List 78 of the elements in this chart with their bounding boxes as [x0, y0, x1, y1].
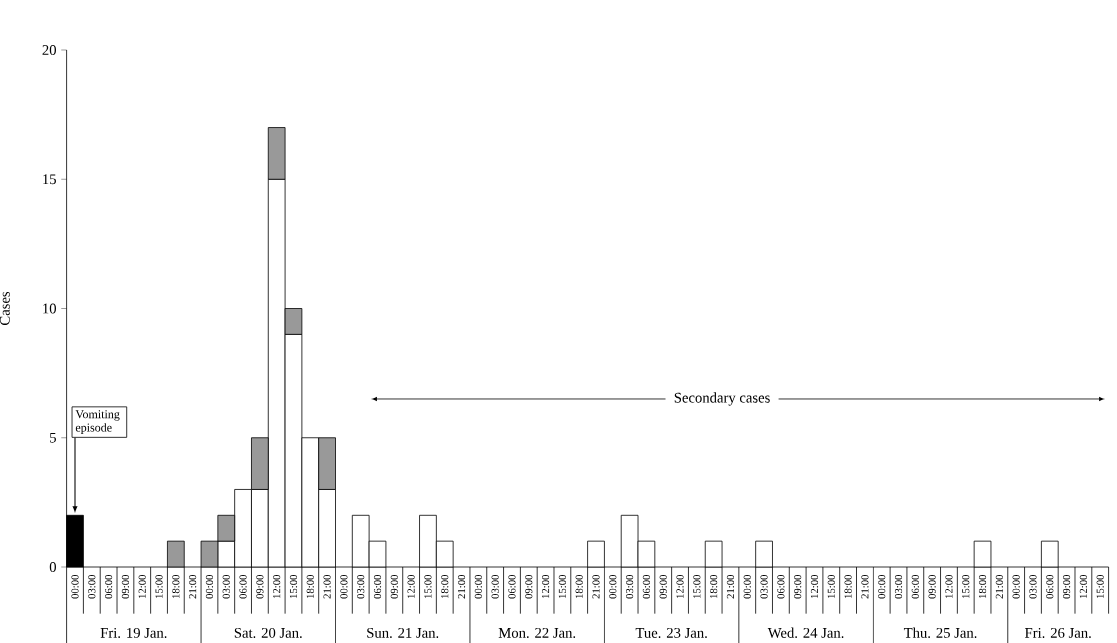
x-tick-label: 06:00	[642, 575, 651, 599]
text: Sun. 21 Jan.	[367, 627, 439, 638]
x-tick-label: 00:00	[474, 575, 482, 599]
x-tick-label: 21:00	[995, 575, 1003, 599]
x-tick-label: 12:00	[138, 575, 146, 598]
x-tick-label: 00:00	[878, 575, 886, 599]
x-tick-label: 12:00	[1079, 575, 1088, 598]
y-tick-label: 0	[49, 562, 56, 572]
x-tick-label: 15:00	[693, 575, 701, 598]
x-tick-label: 21:00	[457, 575, 466, 599]
x-tick-label: 21:00	[726, 575, 735, 599]
x-tick-label: 12:00	[273, 575, 281, 598]
x-tick-label: 00:00	[609, 575, 617, 599]
x-tick-label: 06:00	[373, 575, 382, 599]
y-tick-label: 15	[43, 174, 56, 185]
x-tick-label: 00:00	[743, 575, 751, 599]
x-tick-label: 18:00	[844, 575, 852, 598]
y-tick-label: 20	[42, 45, 56, 55]
text: Fri. 19 Jan.	[100, 627, 167, 638]
x-tick-label: 09:00	[1062, 575, 1071, 599]
x-tick-label: 03:00	[894, 575, 903, 599]
x-tick-label: 00:00	[205, 575, 214, 599]
text: Mon. 22 Jan.	[498, 627, 576, 638]
x-tick-label: 21:00	[592, 575, 600, 599]
x-tick-label: 06:00	[105, 575, 113, 599]
x-tick-label: 21:00	[861, 575, 869, 599]
text: Sat. 20 Jan.	[234, 627, 302, 638]
x-tick-label: 15:00	[289, 575, 298, 598]
x-tick-label: 00:00	[340, 575, 348, 599]
x-tick-label: 21:00	[189, 575, 197, 599]
x-tick-label: 00:00	[71, 575, 79, 599]
x-tick-label: 03:00	[1029, 575, 1037, 599]
x-tick-label: 06:00	[239, 575, 247, 599]
x-tick-label: 12:00	[407, 575, 415, 598]
x-tick-label: 09:00	[794, 575, 802, 599]
x-tick-label: 03:00	[88, 575, 96, 599]
x-tick-label: 18:00	[710, 575, 718, 598]
x-tick-label: 18:00	[306, 575, 314, 598]
annotation: Secondary cases	[674, 392, 770, 406]
x-tick-label: 03:00	[222, 575, 230, 599]
text: Wed. 24 Jan.	[767, 627, 844, 638]
x-tick-label: 18:00	[978, 575, 987, 598]
x-tick-label: 15:00	[155, 575, 163, 598]
x-tick-label: 09:00	[390, 575, 398, 599]
text: Tue. 23 Jan.	[635, 627, 707, 638]
text: Thu. 25 Jan.	[903, 627, 977, 638]
x-tick-label: 18:00	[575, 575, 583, 598]
x-tick-label: 09:00	[525, 575, 533, 599]
x-tick-label: 15:00	[424, 575, 432, 598]
x-tick-label: 18:00	[441, 575, 449, 598]
x-tick-label: 09:00	[121, 575, 130, 599]
x-tick-label: 15:00	[558, 575, 567, 598]
x-tick-label: 03:00	[626, 575, 634, 599]
x-tick-label: 12:00	[676, 575, 684, 598]
y-axis-title: Cases	[0, 291, 10, 325]
x-tick-label: 03:00	[760, 575, 768, 599]
y-tick-label: 10	[43, 303, 56, 314]
y-tick-label: 5	[50, 432, 56, 443]
x-tick-label: 12:00	[810, 575, 819, 598]
x-tick-label: 06:00	[508, 575, 516, 599]
x-tick-label: 12:00	[541, 575, 550, 598]
x-tick-label: 06:00	[1046, 575, 1054, 599]
x-tick-label: 21:00	[323, 575, 331, 599]
x-tick-label: 09:00	[928, 575, 936, 599]
x-tick-label: 15:00	[827, 575, 835, 598]
annotation: Vomiting episode	[75, 410, 120, 435]
x-tick-label: 18:00	[172, 575, 180, 598]
x-tick-label: 12:00	[945, 575, 953, 598]
x-tick-label: 09:00	[659, 575, 667, 599]
x-tick-label: 03:00	[357, 575, 365, 599]
x-tick-label: 15:00	[1096, 575, 1104, 598]
x-tick-label: 06:00	[777, 575, 785, 599]
x-tick-label: 00:00	[1012, 575, 1020, 599]
x-tick-label: 06:00	[911, 575, 919, 599]
x-tick-label: 15:00	[962, 575, 970, 598]
x-tick-label: 09:00	[256, 575, 264, 599]
text: Fri. 26 Jan.	[1024, 627, 1091, 638]
x-tick-label: 03:00	[491, 575, 499, 599]
